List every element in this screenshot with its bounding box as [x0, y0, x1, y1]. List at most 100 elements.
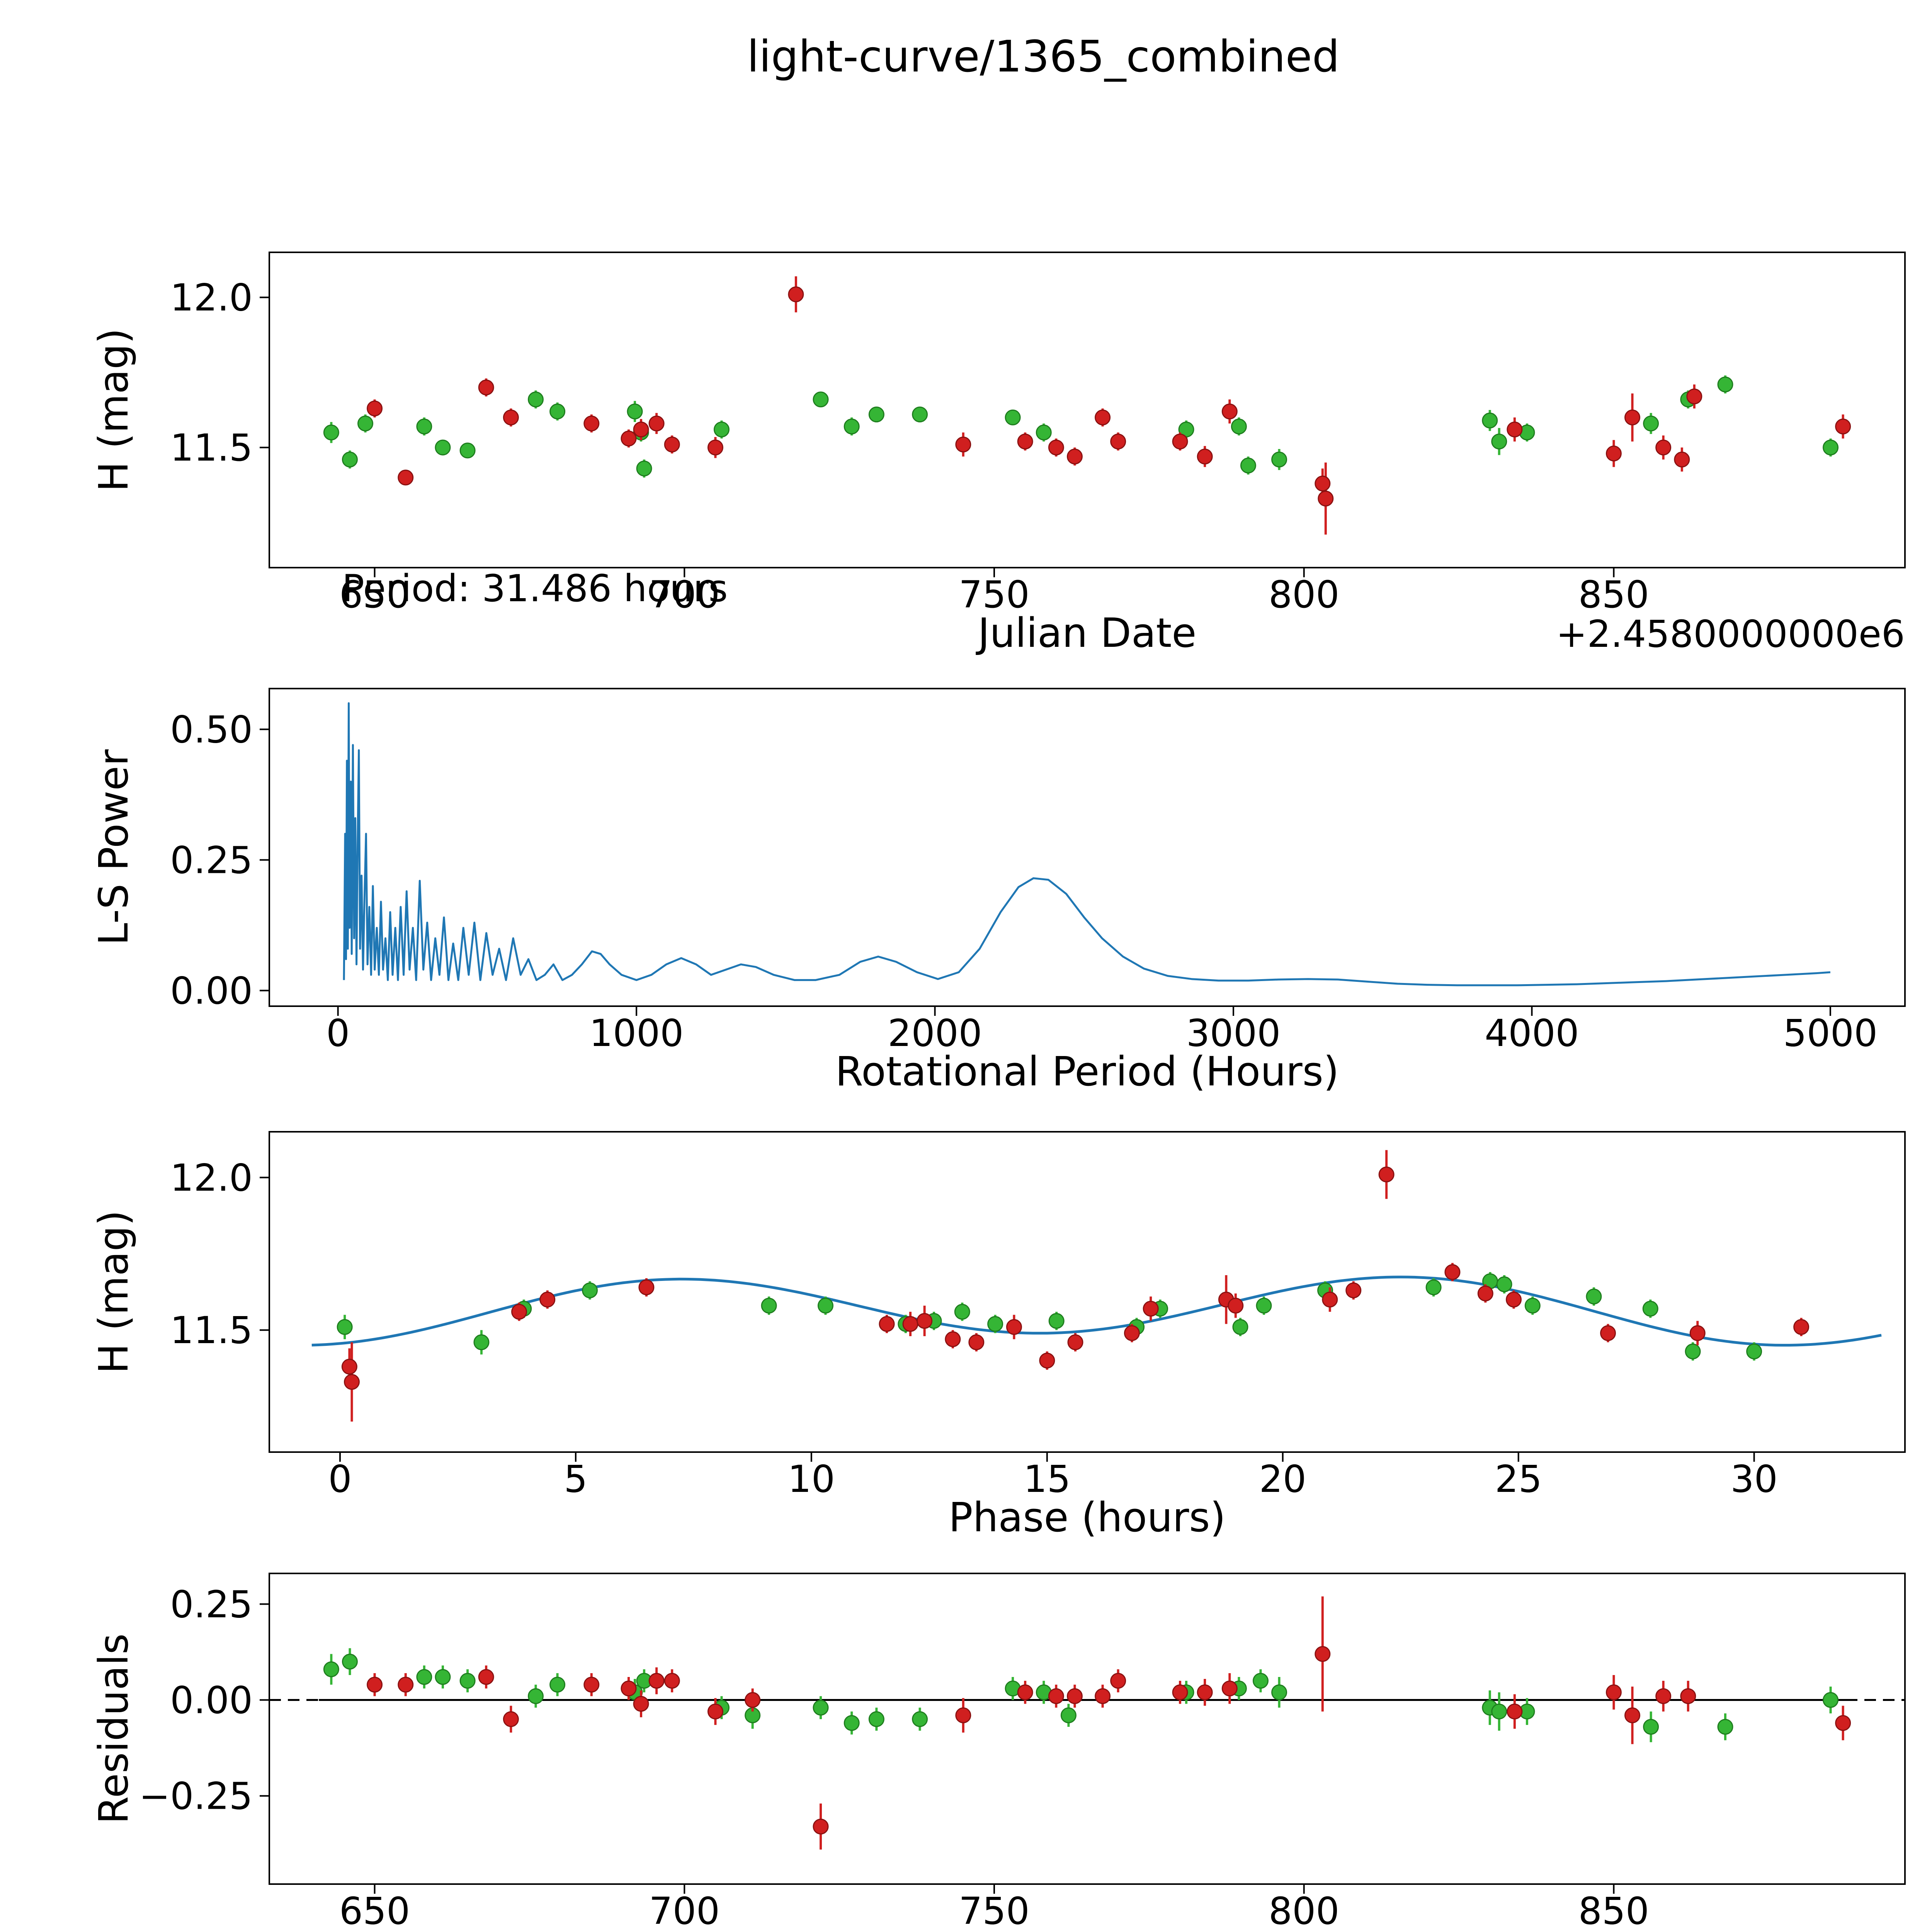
data-point — [1006, 1319, 1022, 1335]
jd-lightcurve-x-offset-label: +2.4580000000e6 — [1556, 612, 1905, 656]
data-point — [917, 1313, 933, 1329]
data-point — [1600, 1325, 1616, 1341]
phased-lightcurve-data-area — [311, 1150, 1882, 1422]
data-point — [344, 1374, 360, 1390]
x-tick-label: 5000 — [1783, 1012, 1878, 1055]
data-point — [1048, 1688, 1064, 1704]
data-point — [1240, 457, 1256, 474]
data-point — [1197, 1684, 1213, 1701]
x-tick-label: 20 — [1259, 1458, 1306, 1501]
data-point — [1110, 1673, 1126, 1689]
data-point — [1507, 1703, 1523, 1719]
residuals-red-series — [367, 1596, 1851, 1850]
periodogram-xlabel: Rotational Period (Hours) — [835, 1048, 1339, 1095]
x-tick-label: 0 — [328, 1458, 352, 1501]
data-point — [1318, 490, 1334, 507]
data-point — [627, 403, 643, 420]
data-point — [435, 1669, 451, 1685]
data-point — [1271, 451, 1287, 468]
x-tick-label: 30 — [1731, 1458, 1778, 1501]
data-point — [1271, 1684, 1287, 1701]
x-tick-label: 800 — [1269, 1889, 1339, 1932]
data-point — [503, 409, 519, 425]
data-point — [1491, 1703, 1507, 1719]
phased-lightcurve-ylabel: H (mag) — [90, 1210, 137, 1374]
data-point — [1674, 451, 1690, 468]
data-point — [473, 1334, 490, 1350]
data-point — [1655, 1688, 1672, 1704]
data-point — [1686, 388, 1702, 405]
data-point — [1252, 1673, 1269, 1689]
data-point — [761, 1298, 777, 1314]
data-point — [902, 1316, 918, 1332]
x-tick-label: 650 — [339, 1889, 410, 1932]
x-tick-label: 800 — [1269, 573, 1339, 616]
periodogram-data-area — [343, 702, 1831, 986]
residuals-data-area — [269, 1596, 1905, 1850]
data-point — [1835, 418, 1851, 435]
data-point — [1655, 439, 1672, 456]
data-point — [1378, 1167, 1395, 1183]
data-point — [503, 1711, 519, 1727]
jd-lightcurve-ylabel: H (mag) — [90, 328, 137, 492]
data-point — [813, 1818, 829, 1835]
data-point — [511, 1304, 527, 1320]
data-point — [1624, 1707, 1640, 1723]
data-point — [1444, 1264, 1461, 1280]
data-point — [398, 469, 414, 486]
data-point — [633, 1696, 649, 1712]
data-point — [1491, 434, 1507, 450]
x-tick-label: 750 — [959, 1889, 1029, 1932]
data-point — [745, 1692, 761, 1708]
data-point — [416, 1669, 432, 1685]
y-tick-label: 11.5 — [170, 426, 253, 469]
data-point — [945, 1331, 961, 1347]
data-point — [707, 439, 723, 456]
data-point — [1482, 412, 1498, 429]
data-point — [1746, 1343, 1762, 1359]
data-point — [1048, 439, 1064, 456]
data-point — [323, 424, 339, 440]
phased-lightcurve-axes-frame — [269, 1131, 1906, 1453]
data-point — [813, 1699, 829, 1716]
data-point — [1066, 448, 1083, 464]
data-point — [1823, 1692, 1839, 1708]
data-point — [621, 1680, 637, 1697]
residuals-plot: 650 700 750 800 850 −0.25 0.00 0.25 Julian Date R… — [90, 1573, 1906, 1932]
data-point — [813, 391, 829, 408]
data-point — [1689, 1325, 1706, 1341]
data-point — [1643, 1719, 1659, 1735]
data-point — [1624, 409, 1640, 425]
data-point — [1315, 475, 1331, 492]
data-point — [583, 415, 600, 432]
x-tick-label: 3000 — [1186, 1012, 1281, 1055]
y-tick-label: −0.25 — [139, 1775, 253, 1818]
residuals-x-offset-label: +2.4580000000e6 — [1556, 1929, 1905, 1932]
data-point — [1039, 1352, 1055, 1369]
data-point — [1685, 1343, 1701, 1359]
data-point — [912, 1711, 928, 1727]
data-point — [582, 1282, 598, 1299]
data-point — [912, 406, 928, 423]
data-point — [1231, 418, 1247, 435]
data-point — [1221, 403, 1238, 420]
data-point — [459, 1673, 476, 1689]
data-point — [707, 1703, 723, 1719]
data-point — [636, 461, 652, 477]
phased-lightcurve-xlabel: Phase (hours) — [949, 1494, 1226, 1541]
data-point — [788, 286, 804, 303]
x-tick-label: 25 — [1495, 1458, 1542, 1501]
data-point — [1067, 1334, 1083, 1350]
data-point — [844, 1715, 860, 1731]
data-point — [1793, 1319, 1810, 1335]
data-point — [1017, 434, 1033, 450]
x-tick-label: 1000 — [589, 1012, 684, 1055]
x-tick-label: 750 — [959, 573, 1029, 616]
data-point — [664, 436, 680, 452]
x-tick-label: 0 — [326, 1012, 350, 1055]
data-point — [664, 1673, 680, 1689]
y-tick-label: 0.25 — [170, 838, 253, 882]
jd-lightcurve-axes-frame — [269, 252, 1906, 568]
data-point — [1717, 376, 1733, 393]
x-tick-label: 5 — [564, 1458, 587, 1501]
